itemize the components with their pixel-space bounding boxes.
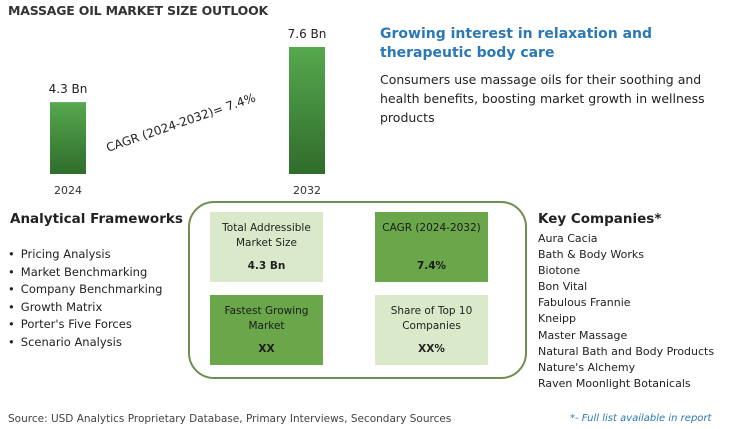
x-tick-label: 2024 (54, 184, 82, 197)
market-size-chart: 4.3 Bn 2024 7.6 Bn 2032 CAGR (2024-2032)= 7… (49, 27, 327, 197)
bar-value-label: 7.6 Bn (288, 27, 327, 41)
framework-item: Scenario Analysis (8, 334, 162, 352)
headline-description: Consumers use massage oils for their soo… (380, 72, 705, 125)
kpi-panel (188, 201, 527, 379)
analytical-frameworks-heading: Analytical Frameworks (10, 211, 183, 227)
headline-title: Growing interest in relaxation and thera… (380, 26, 653, 61)
kpi-cagr: CAGR (2024-2032) 7.4% (375, 212, 488, 282)
company-item: Bon Vital (538, 280, 588, 294)
kpi-label: Fastest Growing Market (224, 305, 309, 332)
company-item: Fabulous Frannie (538, 296, 631, 310)
company-item: Master Massage (538, 328, 628, 342)
kpi-value: XX (258, 343, 275, 355)
company-item: Nature's Alchemy (538, 360, 636, 374)
x-tick-label: 2032 (293, 184, 321, 197)
bar-2032 (289, 47, 325, 174)
cagr-annotation: CAGR (2024-2032)= 7.4% (104, 90, 257, 154)
kpi-label: CAGR (2024-2032) (382, 222, 481, 234)
kpi-label: Total Addressible Market Size (222, 222, 311, 249)
framework-item: Market Benchmarking (8, 264, 162, 282)
bar-2024 (50, 102, 86, 174)
company-item: Natural Bath and Body Products (538, 344, 715, 358)
key-companies-heading: Key Companies* (538, 211, 662, 227)
company-item: Kneipp (538, 312, 576, 326)
source-note: Source: USD Analytics Proprietary Databa… (8, 413, 452, 425)
framework-item: Company Benchmarking (8, 281, 163, 299)
kpi-fastest-growing-market: Fastest Growing Market XX (210, 295, 323, 365)
chart-title: MASSAGE OIL MARKET SIZE OUTLOOK (8, 3, 268, 18)
company-item: Bath & Body Works (538, 248, 644, 262)
kpi-total-addressable-market: Total Addressible Market Size 4.3 Bn (210, 212, 323, 282)
company-item: Aura Cacia (538, 232, 598, 245)
framework-item: Growth Matrix (8, 299, 162, 317)
bar-value-label: 4.3 Bn (49, 82, 88, 96)
kpi-value: 7.4% (416, 260, 447, 272)
framework-item: Pricing Analysis (8, 246, 162, 264)
kpi-label: Share of Top 10 Companies (390, 305, 473, 332)
key-companies-list: Aura Cacia Bath & Body Works Biotone Bon… (538, 231, 714, 392)
full-list-footnote: *- Full list available in report (570, 413, 712, 424)
framework-item: Porter's Five Forces (8, 316, 162, 334)
company-item: Raven Moonlight Botanicals (538, 376, 691, 390)
company-item: Biotone (538, 264, 581, 278)
kpi-value: XX% (418, 343, 445, 355)
analytical-frameworks-list: Pricing Analysis Market Benchmarking Com… (8, 246, 163, 352)
kpi-value: 4.3 Bn (247, 260, 286, 272)
kpi-share-top-10: Share of Top 10 Companies XX% (375, 295, 488, 365)
